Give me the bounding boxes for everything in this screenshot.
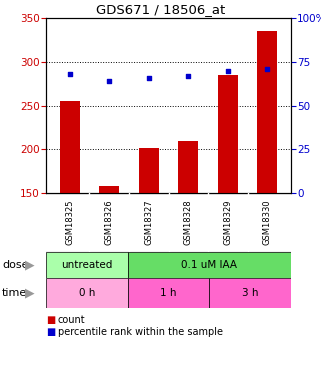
Text: 1 h: 1 h	[160, 288, 177, 298]
Text: percentile rank within the sample: percentile rank within the sample	[58, 327, 223, 337]
Bar	[178, 141, 198, 193]
Text: ■: ■	[46, 315, 55, 325]
Bar	[46, 252, 128, 278]
Text: untreated: untreated	[61, 260, 113, 270]
Bar	[128, 252, 291, 278]
Text: GSM18326: GSM18326	[105, 200, 114, 245]
Bar	[128, 278, 209, 308]
Bar	[139, 148, 159, 193]
Bar	[46, 278, 128, 308]
Text: GSM18329: GSM18329	[223, 200, 232, 245]
Point	[225, 68, 230, 74]
Point	[67, 71, 72, 77]
Text: 0.1 uM IAA: 0.1 uM IAA	[181, 260, 237, 270]
Bar	[99, 186, 119, 193]
Text: ▶: ▶	[25, 258, 35, 272]
Point	[265, 66, 270, 72]
Text: 3 h: 3 h	[242, 288, 258, 298]
Text: ■: ■	[46, 327, 55, 337]
Point	[146, 75, 151, 81]
Text: 0 h: 0 h	[79, 288, 95, 298]
Text: time: time	[2, 288, 27, 298]
Bar	[209, 278, 291, 308]
Bar	[218, 75, 238, 193]
Text: GSM18330: GSM18330	[263, 200, 272, 245]
Text: count: count	[58, 315, 86, 325]
Bar	[60, 101, 80, 193]
Text: GSM18327: GSM18327	[144, 200, 153, 245]
Point	[186, 73, 191, 79]
Text: ▶: ▶	[25, 286, 35, 300]
Text: GSM18328: GSM18328	[184, 200, 193, 245]
Text: GDS671 / 18506_at: GDS671 / 18506_at	[96, 3, 225, 16]
Text: GSM18325: GSM18325	[65, 200, 74, 245]
Text: dose: dose	[2, 260, 29, 270]
Bar	[257, 31, 277, 193]
Point	[107, 78, 112, 84]
